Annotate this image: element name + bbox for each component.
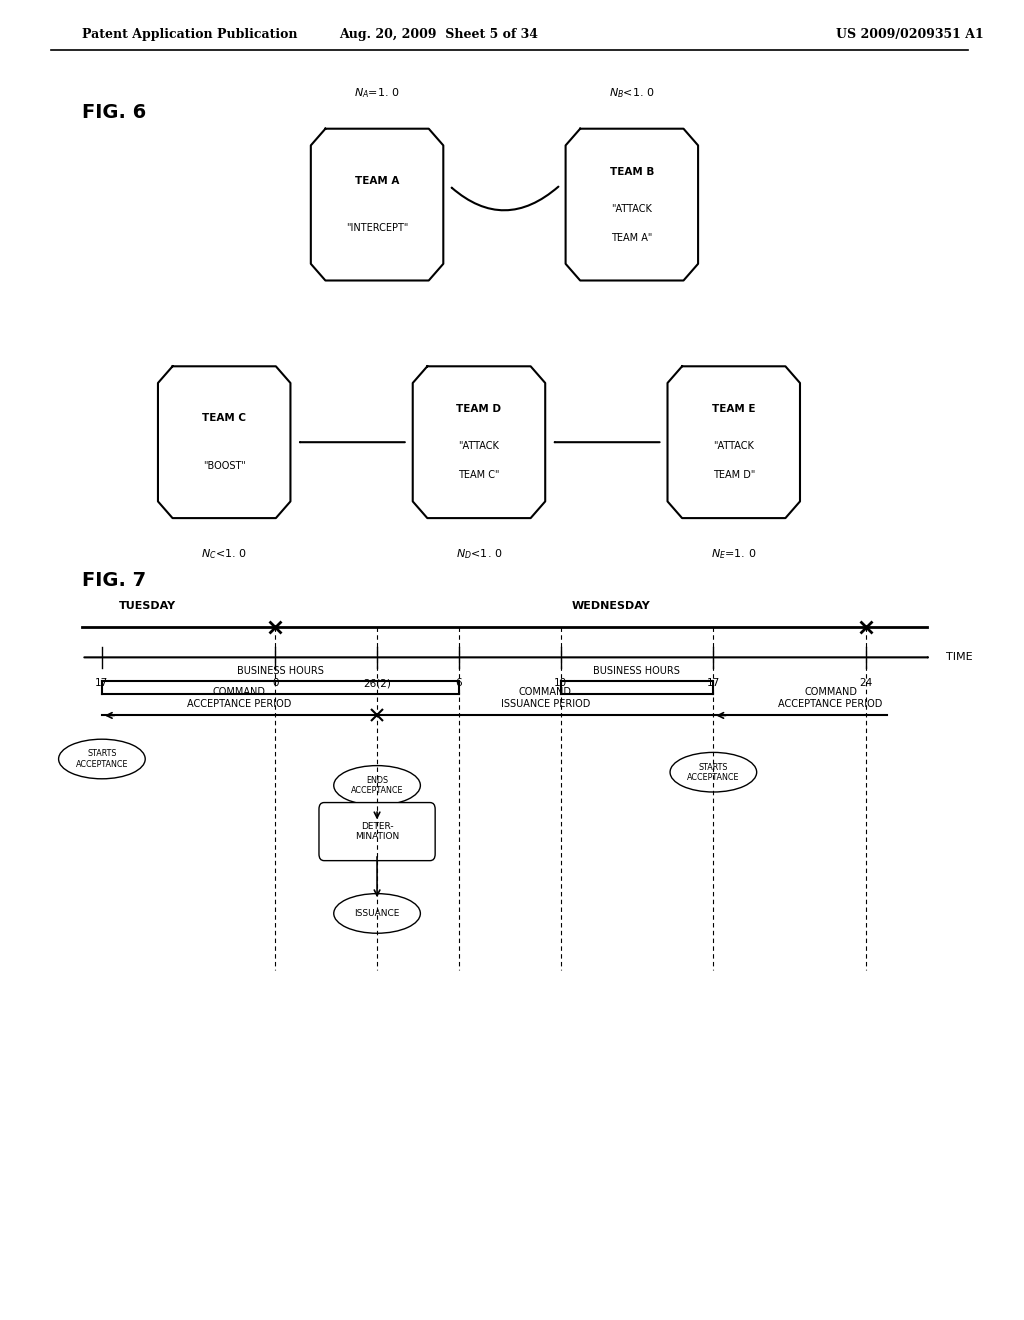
Text: TEAM A": TEAM A" bbox=[611, 232, 652, 243]
Text: COMMAND
ISSUANCE PERIOD: COMMAND ISSUANCE PERIOD bbox=[501, 688, 590, 709]
Text: $N_A$=1. 0: $N_A$=1. 0 bbox=[354, 86, 400, 100]
Text: BUSINESS HOURS: BUSINESS HOURS bbox=[237, 665, 324, 676]
Text: $N_E$=1. 0: $N_E$=1. 0 bbox=[711, 546, 757, 561]
Text: TEAM B: TEAM B bbox=[609, 166, 654, 177]
Text: DETER-
MINATION: DETER- MINATION bbox=[355, 822, 399, 841]
FancyArrowPatch shape bbox=[452, 186, 558, 210]
Text: COMMAND
ACCEPTANCE PERIOD: COMMAND ACCEPTANCE PERIOD bbox=[187, 688, 292, 709]
Text: TIME: TIME bbox=[946, 652, 973, 663]
Text: "ATTACK: "ATTACK bbox=[459, 441, 500, 451]
Ellipse shape bbox=[334, 894, 421, 933]
Text: WEDNESDAY: WEDNESDAY bbox=[572, 601, 651, 611]
Text: 0: 0 bbox=[272, 678, 279, 689]
Text: ENDS
ACCEPTANCE: ENDS ACCEPTANCE bbox=[351, 776, 403, 795]
Text: TEAM C": TEAM C" bbox=[458, 470, 500, 480]
Text: "INTERCEPT": "INTERCEPT" bbox=[346, 223, 409, 234]
Text: 26(2): 26(2) bbox=[364, 678, 391, 689]
Text: TEAM A: TEAM A bbox=[355, 176, 399, 186]
Text: 10: 10 bbox=[554, 678, 567, 689]
Text: COMMAND
ACCEPTANCE PERIOD: COMMAND ACCEPTANCE PERIOD bbox=[778, 688, 883, 709]
Text: TUESDAY: TUESDAY bbox=[119, 601, 176, 611]
Text: 17: 17 bbox=[707, 678, 720, 689]
Text: TEAM E: TEAM E bbox=[712, 404, 756, 414]
Text: TEAM D": TEAM D" bbox=[713, 470, 755, 480]
Text: Patent Application Publication: Patent Application Publication bbox=[82, 28, 297, 41]
Text: STARTS
ACCEPTANCE: STARTS ACCEPTANCE bbox=[76, 750, 128, 768]
Text: $N_D$<1. 0: $N_D$<1. 0 bbox=[456, 546, 502, 561]
FancyBboxPatch shape bbox=[319, 803, 435, 861]
Text: BUSINESS HOURS: BUSINESS HOURS bbox=[594, 665, 680, 676]
Text: FIG. 7: FIG. 7 bbox=[82, 572, 145, 590]
Text: STARTS
ACCEPTANCE: STARTS ACCEPTANCE bbox=[687, 763, 739, 781]
Text: "ATTACK: "ATTACK bbox=[714, 441, 755, 451]
Text: TEAM D: TEAM D bbox=[457, 404, 502, 414]
Text: 17: 17 bbox=[95, 678, 109, 689]
Text: FIG. 6: FIG. 6 bbox=[82, 103, 145, 121]
Text: 6: 6 bbox=[456, 678, 462, 689]
Text: $N_B$<1. 0: $N_B$<1. 0 bbox=[609, 86, 654, 100]
Text: "ATTACK: "ATTACK bbox=[611, 203, 652, 214]
Text: ISSUANCE: ISSUANCE bbox=[354, 909, 399, 917]
Text: 24: 24 bbox=[859, 678, 872, 689]
Text: TEAM C: TEAM C bbox=[202, 413, 246, 424]
Text: Aug. 20, 2009  Sheet 5 of 34: Aug. 20, 2009 Sheet 5 of 34 bbox=[339, 28, 538, 41]
Text: US 2009/0209351 A1: US 2009/0209351 A1 bbox=[836, 28, 983, 41]
Text: "BOOST": "BOOST" bbox=[203, 461, 246, 471]
Text: $N_C$<1. 0: $N_C$<1. 0 bbox=[202, 546, 247, 561]
